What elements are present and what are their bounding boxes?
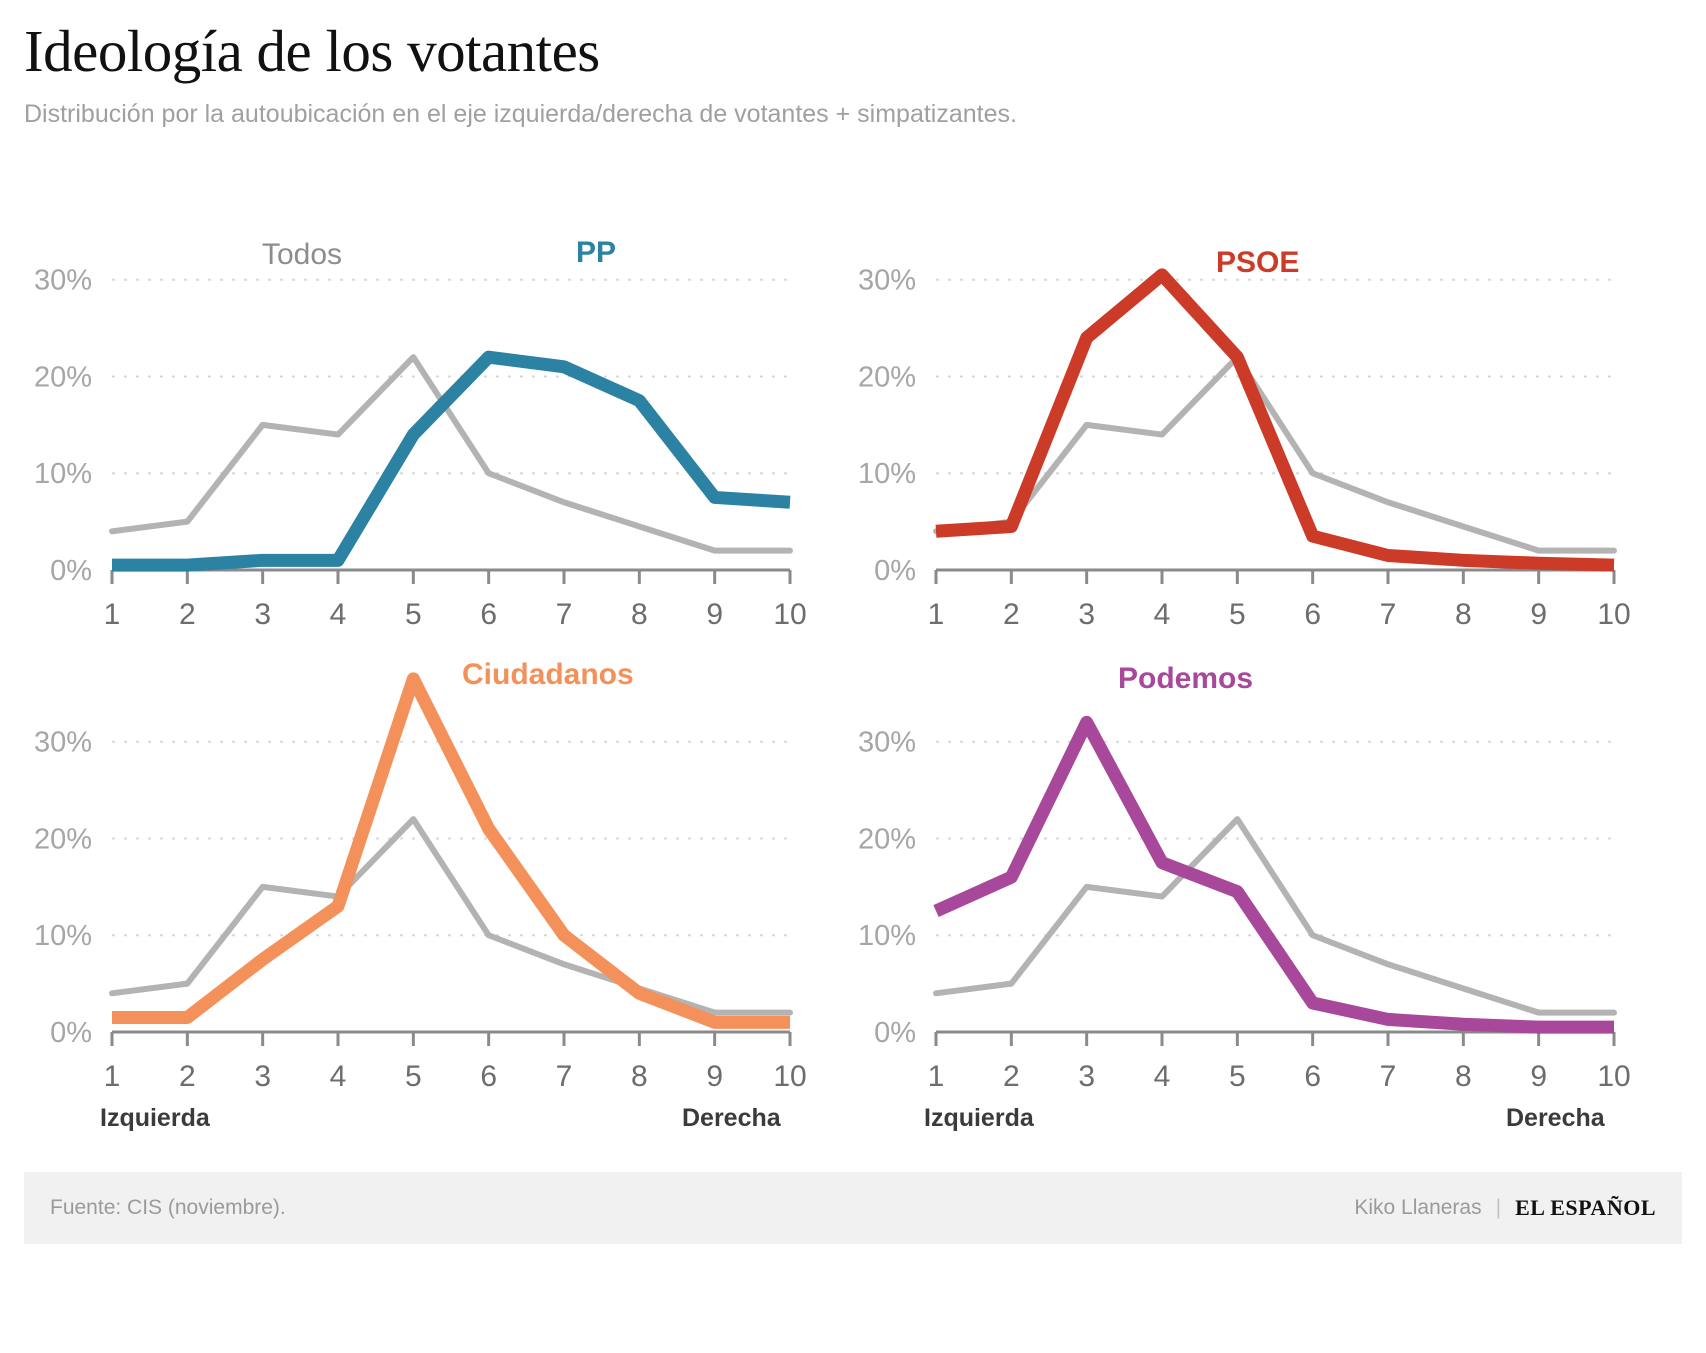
- x-axis-tick-label: 10: [1597, 1060, 1630, 1093]
- x-axis-tick-label: 3: [1078, 1060, 1095, 1093]
- x-axis-tick-label: 10: [1597, 598, 1630, 631]
- x-axis-tick-label: 4: [1154, 598, 1171, 631]
- y-axis-tick-label: 0%: [874, 555, 916, 587]
- x-axis-tick-label: 7: [556, 598, 573, 631]
- page-title: Ideología de los votantes: [24, 18, 600, 84]
- y-axis-tick-label: 30%: [858, 265, 916, 297]
- x-axis-tick-label: 5: [1229, 598, 1246, 631]
- y-axis-tick-label: 30%: [34, 265, 92, 297]
- x-axis-tick-label: 4: [1154, 1060, 1171, 1093]
- x-axis-tick-label: 4: [330, 1060, 347, 1093]
- y-axis-tick-label: 30%: [858, 727, 916, 759]
- series-label-psoe: PSOE: [1216, 246, 1300, 279]
- chart-grid: 0% 10% 20% 30% 1 2 3 4 5 6 7 8 9 10 Todos PP 0% 10% 20% 30…: [0, 178, 1706, 1158]
- x-axis-tick-label: 2: [1003, 1060, 1020, 1093]
- axis-end-label-left: Izquierda: [100, 1104, 210, 1132]
- plot-area-pp: 0% 10% 20% 30% 1 2 3 4 5 6 7 8 9 10 Todos PP: [14, 178, 814, 648]
- y-axis-tick-label: 0%: [50, 1017, 92, 1049]
- x-axis-tick-label: 1: [104, 598, 121, 631]
- chart-panel-ciudadanos: 0% 10% 20% 30% 1 2 3 4 5 6 7 8 9 10 Ciudadanos Izquierd…: [14, 640, 814, 1132]
- y-axis-tick-label: 10%: [858, 458, 916, 490]
- y-axis-tick-label: 0%: [50, 555, 92, 587]
- x-axis-tick-label: 6: [480, 598, 497, 631]
- chart-panel-podemos: 0% 10% 20% 30% 1 2 3 4 5 6 7 8 9 10 Podemos Izquierda De…: [838, 640, 1638, 1132]
- x-axis-tick-label: 8: [1455, 598, 1472, 631]
- series-label-ciudadanos: Ciudadanos: [462, 658, 634, 691]
- x-axis-tick-label: 6: [480, 1060, 497, 1093]
- x-axis-tick-label: 1: [928, 1060, 945, 1093]
- svg-plot-podemos: 0% 10% 20% 30% 1 2 3 4 5 6 7 8 9 10: [858, 715, 1631, 1093]
- x-axis-tick-label: 9: [1530, 1060, 1547, 1093]
- series-line-todos: [933, 354, 1617, 554]
- chart-panel-psoe: 0% 10% 20% 30% 1 2 3 4 5 6 7 8 9 10 PSOE: [838, 178, 1638, 648]
- x-axis-tick-label: 2: [179, 598, 196, 631]
- y-axis-tick-label: 20%: [34, 823, 92, 855]
- plot-area-psoe: 0% 10% 20% 30% 1 2 3 4 5 6 7 8 9 10 PSOE: [838, 178, 1638, 648]
- series-line-pp: [112, 350, 791, 572]
- series-line-todos: [109, 354, 793, 554]
- series-label-todos: Todos: [262, 238, 343, 271]
- x-axis-tick-label: 3: [254, 1060, 271, 1093]
- credit-block: Kiko Llaneras | EL ESPAÑOL: [1354, 1195, 1656, 1221]
- author-byline: Kiko Llaneras: [1354, 1196, 1482, 1219]
- x-axis-tick-label: 5: [405, 1060, 422, 1093]
- series-line-podemos: [933, 715, 1614, 1034]
- y-axis-tick-label: 20%: [34, 361, 92, 393]
- y-axis-tick-label: 10%: [858, 920, 916, 952]
- source-note: Fuente: CIS (noviembre).: [50, 1196, 286, 1219]
- x-axis-tick-label: 8: [631, 1060, 648, 1093]
- series-line-todos: [933, 816, 1617, 1016]
- series-line-psoe: [935, 268, 1615, 572]
- x-axis-tick-label: 2: [1003, 598, 1020, 631]
- x-axis-tick-label: 5: [405, 598, 422, 631]
- x-axis-tick-label: 10: [773, 1060, 806, 1093]
- plot-area-ciudadanos: 0% 10% 20% 30% 1 2 3 4 5 6 7 8 9 10 Ciudadanos Izquierd…: [14, 640, 814, 1132]
- svg-plot-ciudadanos: 0% 10% 20% 30% 1 2 3 4 5 6 7 8 9 10: [34, 672, 807, 1093]
- footer: Fuente: CIS (noviembre). Kiko Llaneras |…: [24, 1172, 1682, 1244]
- y-axis-tick-label: 0%: [874, 1017, 916, 1049]
- x-axis-tick-label: 8: [631, 598, 648, 631]
- y-axis-tick-label: 20%: [858, 361, 916, 393]
- y-axis-tick-label: 30%: [34, 727, 92, 759]
- brand-logo: EL ESPAÑOL: [1515, 1195, 1656, 1220]
- plot-area-podemos: 0% 10% 20% 30% 1 2 3 4 5 6 7 8 9 10 Podemos Izquierda De…: [838, 640, 1638, 1132]
- x-axis-tick-label: 3: [1078, 598, 1095, 631]
- x-axis-tick-label: 6: [1304, 1060, 1321, 1093]
- x-axis-tick-label: 5: [1229, 1060, 1246, 1093]
- x-axis-tick-label: 9: [706, 1060, 723, 1093]
- x-axis-tick-label: 2: [179, 1060, 196, 1093]
- x-axis-tick-label: 7: [556, 1060, 573, 1093]
- y-axis-tick-label: 10%: [34, 920, 92, 952]
- series-line-ciudadanos: [112, 672, 790, 1029]
- y-axis-tick-label: 20%: [858, 823, 916, 855]
- series-label-pp: PP: [576, 236, 617, 269]
- axis-end-label-right: Derecha: [682, 1104, 781, 1132]
- series-line-todos: [109, 816, 793, 1016]
- x-axis-tick-label: 4: [330, 598, 347, 631]
- x-axis-tick-label: 7: [1380, 1060, 1397, 1093]
- x-axis-tick-label: 1: [104, 1060, 121, 1093]
- page-subtitle: Distribución por la autoubicación en el …: [24, 99, 1017, 128]
- x-axis-tick-label: 7: [1380, 598, 1397, 631]
- chart-panel-pp: 0% 10% 20% 30% 1 2 3 4 5 6 7 8 9 10 Todos PP: [14, 178, 814, 648]
- axis-end-label-left: Izquierda: [924, 1104, 1034, 1132]
- x-axis-tick-label: 3: [254, 598, 271, 631]
- x-axis-tick-label: 8: [1455, 1060, 1472, 1093]
- x-axis-tick-label: 9: [706, 598, 723, 631]
- x-axis-tick-label: 6: [1304, 598, 1321, 631]
- x-axis-tick-label: 9: [1530, 598, 1547, 631]
- header: Ideología de los votantes Distribución p…: [0, 0, 1706, 129]
- series-label-podemos: Podemos: [1118, 662, 1254, 695]
- svg-plot-psoe: 0% 10% 20% 30% 1 2 3 4 5 6 7 8 9 10: [858, 265, 1631, 631]
- credit-separator: |: [1495, 1196, 1502, 1219]
- y-axis-tick-label: 10%: [34, 458, 92, 490]
- x-axis-tick-label: 1: [928, 598, 945, 631]
- x-axis-tick-label: 10: [773, 598, 806, 631]
- axis-end-label-right: Derecha: [1506, 1104, 1605, 1132]
- svg-plot-pp: 0% 10% 20% 30% 1 2 3 4 5 6 7 8 9 10: [34, 265, 807, 631]
